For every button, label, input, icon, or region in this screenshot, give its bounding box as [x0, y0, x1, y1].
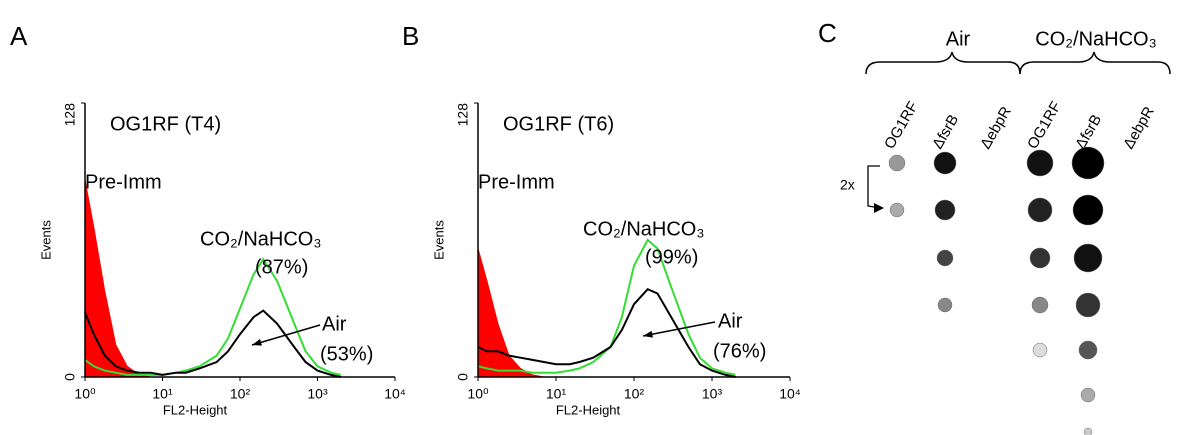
panel-label: B [402, 21, 419, 51]
annotation: (53%) [320, 343, 373, 365]
y-tick-label: 128 [455, 103, 471, 127]
y-axis-label: Events [38, 220, 53, 260]
blot-dot [1072, 194, 1104, 226]
blot-dot [1031, 296, 1049, 314]
x-tick-label: 10³ [307, 386, 328, 402]
blot-dot [1075, 292, 1101, 318]
x-tick-label: 10⁴ [384, 386, 406, 402]
x-axis-label: FL2-Height [163, 402, 228, 417]
x-tick-label: 10¹ [152, 386, 173, 402]
blot-dot [936, 249, 954, 267]
blot-dot [1026, 149, 1054, 177]
y-tick-label: 0 [62, 373, 78, 381]
histogram-line [84, 257, 342, 376]
histogram-line [477, 238, 736, 376]
series-label: CO₂/NaHCO₃ [583, 218, 704, 240]
blot-dot [1027, 197, 1053, 223]
x-tick-label: 10² [230, 386, 251, 402]
group-label: Air [946, 28, 971, 50]
dilution-arrow [874, 203, 884, 213]
arrow-head [252, 339, 262, 346]
blot-dot [934, 199, 956, 221]
x-tick-label: 10⁰ [74, 386, 96, 402]
y-axis-label: Events [431, 220, 446, 260]
dilution-bracket [867, 165, 881, 209]
arrow-head [643, 330, 653, 338]
bracket [1019, 51, 1171, 75]
annotation: OG1RF (T6) [503, 113, 614, 135]
annotation: (76%) [713, 340, 766, 362]
column-label: OG1RF [1024, 99, 1065, 152]
y-tick-label: 128 [62, 103, 78, 127]
x-tick-label: 10¹ [546, 386, 567, 402]
series-label: Air [718, 310, 743, 332]
histogram-line [84, 309, 342, 378]
series-label: Air [322, 313, 347, 335]
series-label: Pre-Imm [478, 171, 555, 193]
panel-label: A [10, 21, 28, 51]
panel-label: C [818, 18, 837, 48]
blot-dot [1080, 387, 1096, 403]
blot-dot [1083, 427, 1093, 435]
x-tick-label: 10⁴ [779, 386, 801, 402]
series-label: CO₂/NaHCO₃ [200, 228, 321, 250]
blot-dot [1029, 247, 1051, 269]
histogram-area [84, 180, 341, 378]
dilution-label: 2x [840, 177, 855, 193]
column-label: ΔfsrB [1072, 112, 1105, 152]
x-tick-label: 10² [624, 386, 645, 402]
x-tick-label: 10³ [702, 386, 723, 402]
blot-dot [1071, 146, 1105, 180]
blot-dot [933, 151, 957, 175]
bracket [865, 51, 1021, 75]
column-label: ΔfsrB [929, 112, 962, 152]
column-label: ΔebpR [1120, 104, 1158, 152]
annotation: (99%) [645, 246, 698, 268]
blot-dot [1032, 342, 1048, 358]
annotation: OG1RF (T4) [110, 113, 221, 135]
blot-dot [1078, 340, 1098, 360]
annotation: (87%) [255, 256, 308, 278]
x-tick-label: 10⁰ [467, 386, 489, 402]
x-axis-label: FL2-Height [556, 402, 621, 417]
blot-dot [1073, 243, 1103, 273]
blot-dot [888, 154, 906, 172]
blot-dot [937, 297, 953, 313]
arrow [642, 321, 716, 337]
column-label: OG1RF [881, 99, 922, 152]
column-label: ΔebpR [977, 104, 1015, 152]
arrow [251, 324, 321, 346]
group-label: CO₂/NaHCO₃ [1035, 28, 1156, 50]
histogram-line [477, 287, 736, 378]
blot-dot [889, 202, 905, 218]
y-tick-label: 0 [455, 373, 471, 381]
series-label: Pre-Imm [85, 171, 162, 193]
